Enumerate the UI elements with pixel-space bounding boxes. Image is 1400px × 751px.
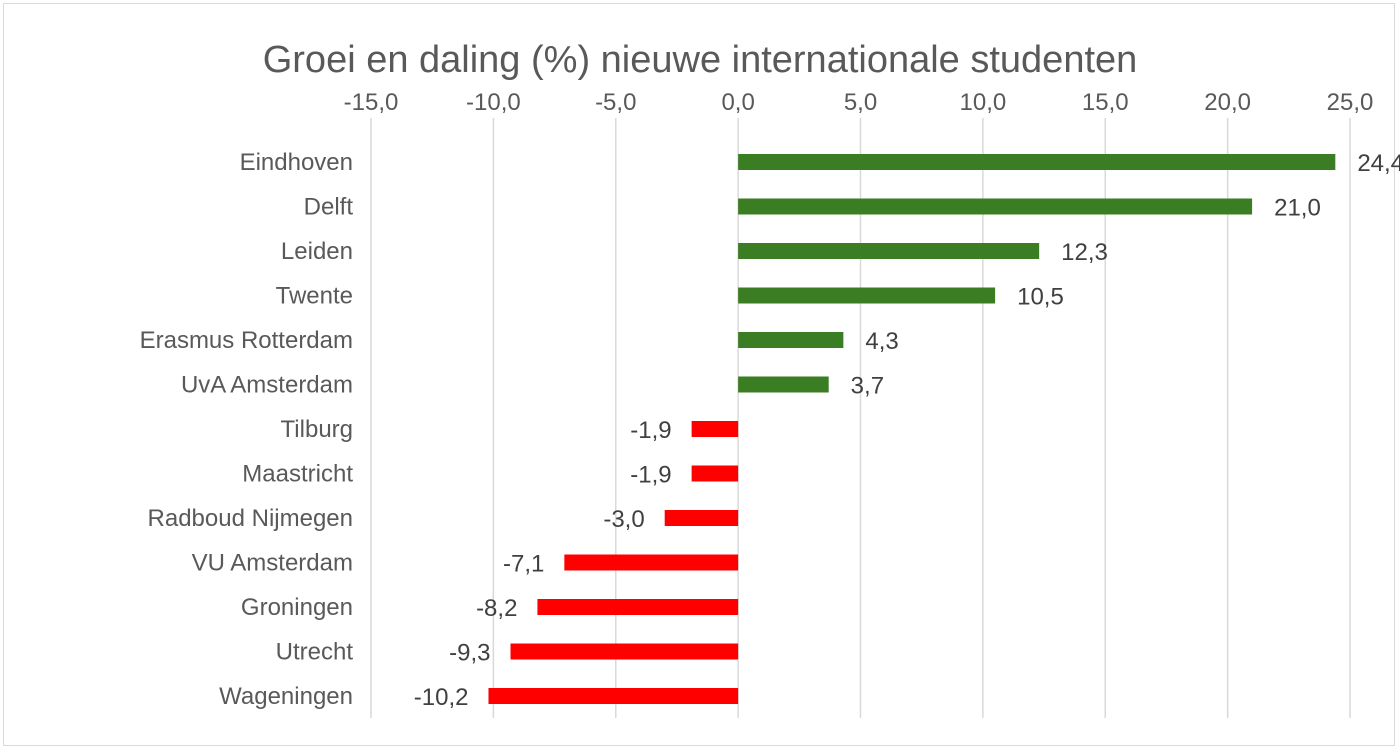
category-label: Tilburg: [281, 416, 353, 443]
category-label: Wageningen: [219, 683, 353, 710]
data-label: -10,2: [414, 684, 469, 711]
bar: [738, 376, 829, 393]
data-label: -8,2: [476, 595, 517, 622]
data-label: -3,0: [603, 506, 644, 533]
category-label: Erasmus Rotterdam: [140, 327, 353, 354]
x-tick-label: 10,0: [960, 89, 1007, 116]
bar: [564, 554, 739, 571]
x-axis-ticks: -15,0 -10,0 -5,0 0,0 5,0 10,0 15,0 20,0 25,0: [344, 89, 1374, 116]
x-tick-label: -5,0: [595, 89, 636, 116]
chart-title: Groei en daling (%) nieuwe international…: [263, 39, 1138, 81]
bar: [738, 154, 1336, 170]
data-label: 4,3: [865, 328, 898, 355]
category-label: Maastricht: [242, 461, 353, 488]
x-tick-label: 20,0: [1204, 89, 1251, 116]
category-label: Leiden: [281, 238, 353, 265]
category-label: Groningen: [241, 594, 353, 621]
bar: [537, 599, 739, 615]
gridlines: [370, 118, 1351, 718]
category-labels: Eindhoven Delft Leiden Twente Erasmus Rotter…: [140, 149, 354, 710]
bars: [488, 154, 1336, 704]
data-label: 12,3: [1061, 239, 1108, 266]
category-label: Eindhoven: [240, 149, 353, 176]
x-tick-label: 25,0: [1327, 89, 1374, 116]
x-tick-label: 15,0: [1082, 89, 1129, 116]
bar: [738, 198, 1253, 215]
bar: [738, 287, 996, 304]
bar: [738, 243, 1040, 259]
data-label: 3,7: [851, 373, 884, 400]
data-labels: 24,4 21,0 12,3 10,5 4,3 3,7 -1,9 -1,9 -3,0 -7,1 -8…: [414, 150, 1400, 711]
x-tick-label: -15,0: [344, 89, 399, 116]
category-label: Utrecht: [276, 639, 354, 666]
data-label: 10,5: [1017, 284, 1064, 311]
data-label: -1,9: [630, 417, 671, 444]
data-label: 21,0: [1274, 195, 1321, 222]
data-label: -7,1: [503, 551, 544, 578]
x-tick-label: 5,0: [844, 89, 877, 116]
x-tick-label: 0,0: [721, 89, 754, 116]
category-label: Twente: [276, 283, 353, 310]
data-label: -1,9: [630, 462, 671, 489]
category-label: Radboud Nijmegen: [148, 505, 353, 532]
bar: [691, 465, 739, 482]
bar: [691, 421, 739, 437]
x-tick-label: -10,0: [466, 89, 521, 116]
bar: [738, 332, 844, 348]
data-label: 24,4: [1357, 150, 1400, 177]
bar: [664, 510, 739, 526]
category-label: Delft: [304, 194, 354, 221]
bar: [488, 688, 739, 704]
bar: [510, 643, 739, 660]
category-label: UvA Amsterdam: [181, 372, 353, 399]
data-label: -9,3: [449, 640, 490, 667]
category-label: VU Amsterdam: [192, 550, 353, 577]
chart-frame: [3, 3, 1395, 746]
